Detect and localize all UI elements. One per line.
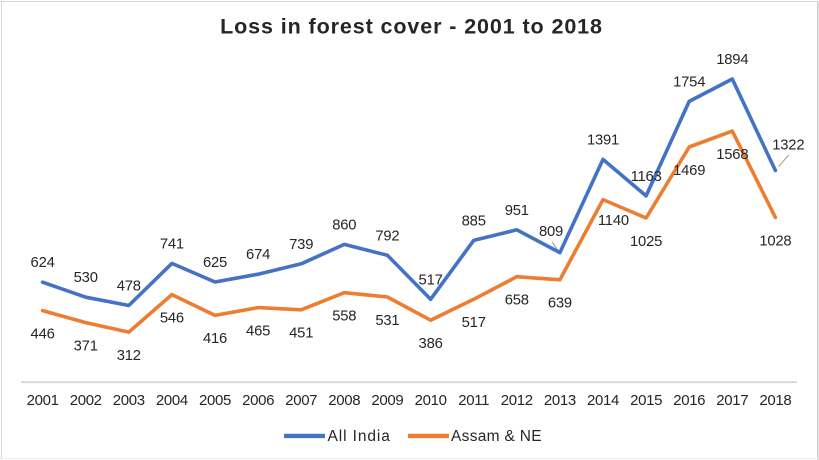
svg-text:2010: 2010	[415, 392, 447, 409]
svg-text:792: 792	[375, 228, 399, 244]
svg-text:546: 546	[160, 310, 184, 326]
svg-text:1754: 1754	[673, 74, 705, 90]
svg-text:2009: 2009	[371, 392, 403, 409]
svg-text:558: 558	[332, 309, 356, 325]
svg-text:2013: 2013	[544, 392, 576, 409]
svg-text:312: 312	[117, 348, 141, 364]
svg-text:451: 451	[289, 326, 313, 342]
svg-text:809: 809	[539, 224, 563, 240]
svg-text:1568: 1568	[716, 147, 748, 163]
svg-text:885: 885	[462, 213, 486, 229]
svg-text:1140: 1140	[598, 213, 629, 229]
svg-text:531: 531	[375, 313, 399, 329]
svg-text:371: 371	[74, 338, 98, 354]
svg-text:624: 624	[31, 255, 55, 271]
svg-text:1322: 1322	[772, 138, 804, 154]
svg-text:860: 860	[332, 217, 356, 233]
svg-text:386: 386	[419, 336, 443, 352]
svg-text:1028: 1028	[759, 233, 791, 249]
svg-text:1163: 1163	[631, 169, 662, 185]
svg-text:739: 739	[289, 237, 313, 253]
svg-text:658: 658	[505, 293, 529, 309]
svg-text:2004: 2004	[156, 392, 188, 409]
svg-text:2015: 2015	[630, 392, 662, 409]
svg-text:741: 741	[160, 236, 184, 252]
svg-text:All India: All India	[328, 428, 391, 445]
svg-text:625: 625	[203, 255, 227, 271]
svg-text:2007: 2007	[285, 392, 317, 409]
svg-text:2016: 2016	[673, 392, 705, 409]
svg-text:1469: 1469	[673, 163, 705, 179]
svg-text:2012: 2012	[501, 392, 533, 409]
svg-text:416: 416	[203, 331, 227, 347]
svg-text:639: 639	[548, 296, 572, 312]
svg-text:2008: 2008	[328, 392, 360, 409]
svg-text:2001: 2001	[27, 392, 59, 409]
svg-text:2018: 2018	[759, 392, 791, 409]
svg-text:674: 674	[246, 247, 270, 263]
svg-text:517: 517	[462, 315, 486, 331]
svg-text:2003: 2003	[113, 392, 145, 409]
svg-text:2005: 2005	[199, 392, 231, 409]
svg-text:478: 478	[117, 279, 141, 295]
svg-text:2006: 2006	[242, 392, 274, 409]
svg-text:2017: 2017	[716, 392, 748, 409]
svg-text:465: 465	[246, 323, 270, 339]
svg-text:Loss in forest cover - 2001 to: Loss in forest cover - 2001 to 2018	[220, 15, 603, 39]
svg-text:951: 951	[505, 203, 529, 219]
svg-text:1894: 1894	[716, 52, 748, 68]
svg-text:517: 517	[419, 272, 443, 288]
svg-text:446: 446	[31, 326, 55, 342]
svg-text:530: 530	[74, 270, 98, 286]
svg-text:1391: 1391	[587, 132, 619, 148]
svg-text:2014: 2014	[587, 392, 619, 409]
svg-text:2002: 2002	[70, 392, 102, 409]
svg-text:1025: 1025	[630, 234, 662, 250]
svg-text:Assam & NE: Assam & NE	[451, 428, 542, 445]
svg-text:2011: 2011	[458, 392, 489, 409]
